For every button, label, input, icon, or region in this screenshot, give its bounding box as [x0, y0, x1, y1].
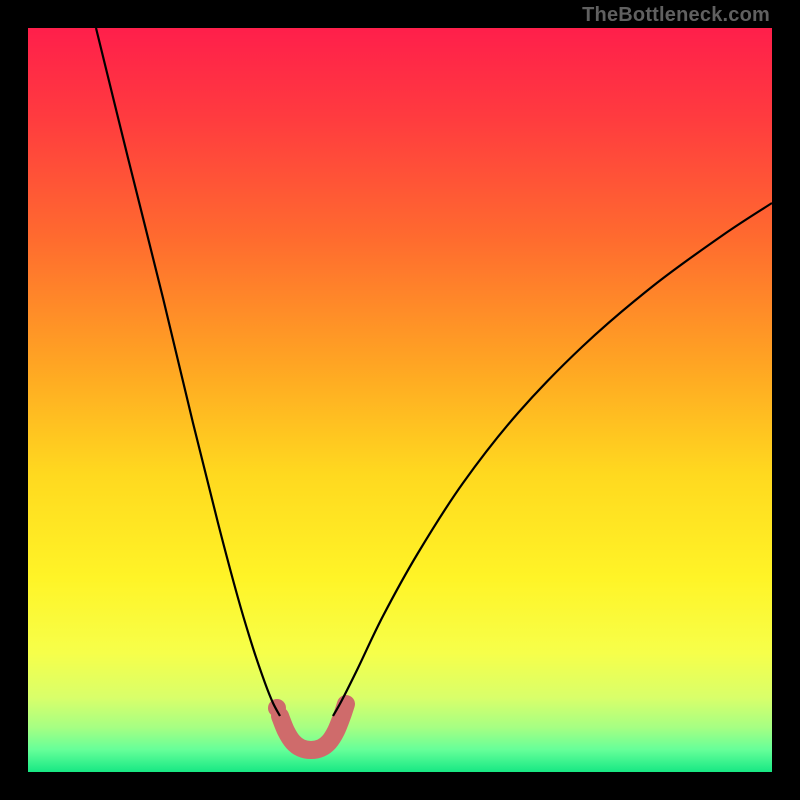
bottleneck-chart-svg — [28, 28, 772, 772]
plot-area — [28, 28, 772, 772]
chart-frame: TheBottleneck.com — [0, 0, 800, 800]
sweet-spot-dot — [268, 699, 286, 717]
gradient-background — [28, 28, 772, 772]
watermark-text: TheBottleneck.com — [582, 4, 770, 27]
